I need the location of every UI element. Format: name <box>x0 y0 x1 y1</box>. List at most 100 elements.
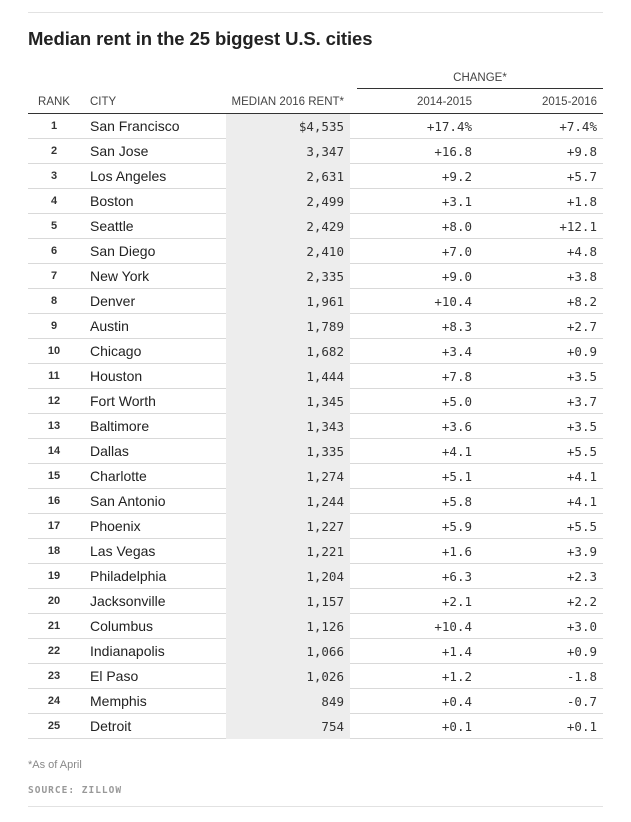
rank-cell: 23 <box>28 663 80 689</box>
rank-cell: 21 <box>28 613 80 639</box>
city-cell: San Antonio <box>80 488 226 514</box>
change-2015-2016-cell: +0.9 <box>478 638 603 664</box>
top-divider <box>28 12 603 13</box>
city-cell: Seattle <box>80 213 226 239</box>
table-row: 10 Chicago 1,682 +3.4 +0.9 <box>28 338 603 364</box>
source-credit: SOURCE: ZILLOW <box>28 785 123 796</box>
rank-cell: 18 <box>28 538 80 564</box>
change-2014-2015-cell: +2.1 <box>350 588 478 614</box>
median-rent-cell: 1,345 <box>226 388 350 414</box>
header-change-2015-2016: 2015-2016 <box>478 91 603 114</box>
table-row: 14 Dallas 1,335 +4.1 +5.5 <box>28 438 603 464</box>
median-rent-cell: 849 <box>226 688 350 714</box>
rank-cell: 20 <box>28 588 80 614</box>
table-row: 13 Baltimore 1,343 +3.6 +3.5 <box>28 413 603 439</box>
median-rent-cell: 1,343 <box>226 413 350 439</box>
median-rent-cell: 1,335 <box>226 438 350 464</box>
city-cell: Jacksonville <box>80 588 226 614</box>
city-cell: Detroit <box>80 713 226 739</box>
change-2015-2016-cell: +3.7 <box>478 388 603 414</box>
rank-cell: 5 <box>28 213 80 239</box>
table-row: 2 San Jose 3,347 +16.8 +9.8 <box>28 138 603 164</box>
change-2015-2016-cell: +8.2 <box>478 288 603 314</box>
median-rent-cell: 1,274 <box>226 463 350 489</box>
city-cell: Baltimore <box>80 413 226 439</box>
change-2014-2015-cell: +16.8 <box>350 138 478 164</box>
table-row: 1 San Francisco $4,535 +17.4% +7.4% <box>28 113 603 139</box>
footnote: *As of April <box>28 759 82 771</box>
change-2015-2016-cell: +2.7 <box>478 313 603 339</box>
median-rent-cell: 1,066 <box>226 638 350 664</box>
city-cell: San Diego <box>80 238 226 264</box>
change-2015-2016-cell: +5.7 <box>478 163 603 189</box>
median-rent-cell: 1,961 <box>226 288 350 314</box>
city-cell: San Francisco <box>80 113 226 139</box>
change-2015-2016-cell: +2.2 <box>478 588 603 614</box>
city-cell: Houston <box>80 363 226 389</box>
table-row: 17 Phoenix 1,227 +5.9 +5.5 <box>28 513 603 539</box>
change-2015-2016-cell: +3.8 <box>478 263 603 289</box>
change-2014-2015-cell: +1.4 <box>350 638 478 664</box>
median-rent-cell: 1,126 <box>226 613 350 639</box>
table-body: 1 San Francisco $4,535 +17.4% +7.4% 2 San Jose… <box>28 113 603 739</box>
change-2014-2015-cell: +3.6 <box>350 413 478 439</box>
table-header-row: RANK CITY MEDIAN 2016 RENT* 2014-2015 20… <box>28 91 603 114</box>
table-row: 12 Fort Worth 1,345 +5.0 +3.7 <box>28 388 603 414</box>
change-2014-2015-cell: +9.0 <box>350 263 478 289</box>
rank-cell: 24 <box>28 688 80 714</box>
change-2014-2015-cell: +1.6 <box>350 538 478 564</box>
median-rent-cell: 1,682 <box>226 338 350 364</box>
city-cell: Phoenix <box>80 513 226 539</box>
table-row: 19 Philadelphia 1,204 +6.3 +2.3 <box>28 563 603 589</box>
table-row: 4 Boston 2,499 +3.1 +1.8 <box>28 188 603 214</box>
change-2014-2015-cell: +5.9 <box>350 513 478 539</box>
change-2014-2015-cell: +17.4% <box>350 113 478 139</box>
city-cell: Memphis <box>80 688 226 714</box>
median-rent-cell: 1,244 <box>226 488 350 514</box>
change-2014-2015-cell: +1.2 <box>350 663 478 689</box>
city-cell: Las Vegas <box>80 538 226 564</box>
city-cell: Boston <box>80 188 226 214</box>
median-rent-cell: 2,429 <box>226 213 350 239</box>
change-2014-2015-cell: +3.1 <box>350 188 478 214</box>
header-median-rent: MEDIAN 2016 RENT* <box>226 91 350 114</box>
change-2015-2016-cell: +9.8 <box>478 138 603 164</box>
city-cell: Chicago <box>80 338 226 364</box>
median-rent-cell: 1,444 <box>226 363 350 389</box>
rank-cell: 14 <box>28 438 80 464</box>
change-2015-2016-cell: +2.3 <box>478 563 603 589</box>
rank-cell: 2 <box>28 138 80 164</box>
table-row: 8 Denver 1,961 +10.4 +8.2 <box>28 288 603 314</box>
change-2015-2016-cell: +5.5 <box>478 438 603 464</box>
change-2014-2015-cell: +10.4 <box>350 613 478 639</box>
city-cell: Philadelphia <box>80 563 226 589</box>
table-row: 3 Los Angeles 2,631 +9.2 +5.7 <box>28 163 603 189</box>
table-row: 25 Detroit 754 +0.1 +0.1 <box>28 713 603 739</box>
median-rent-cell: 3,347 <box>226 138 350 164</box>
change-2015-2016-cell: +5.5 <box>478 513 603 539</box>
chart-title: Median rent in the 25 biggest U.S. citie… <box>28 28 373 49</box>
change-2014-2015-cell: +5.0 <box>350 388 478 414</box>
table-row: 21 Columbus 1,126 +10.4 +3.0 <box>28 613 603 639</box>
rank-cell: 11 <box>28 363 80 389</box>
change-2015-2016-cell: +3.9 <box>478 538 603 564</box>
change-2015-2016-cell: +3.0 <box>478 613 603 639</box>
change-2014-2015-cell: +8.0 <box>350 213 478 239</box>
change-2014-2015-cell: +0.4 <box>350 688 478 714</box>
median-rent-cell: 1,026 <box>226 663 350 689</box>
change-2014-2015-cell: +9.2 <box>350 163 478 189</box>
change-2014-2015-cell: +10.4 <box>350 288 478 314</box>
change-2015-2016-cell: +3.5 <box>478 363 603 389</box>
change-2015-2016-cell: +4.8 <box>478 238 603 264</box>
median-rent-cell: $4,535 <box>226 113 350 139</box>
rank-cell: 1 <box>28 113 80 139</box>
change-2015-2016-cell: +4.1 <box>478 488 603 514</box>
change-2014-2015-cell: +0.1 <box>350 713 478 739</box>
change-2014-2015-cell: +8.3 <box>350 313 478 339</box>
city-cell: Columbus <box>80 613 226 639</box>
rank-cell: 10 <box>28 338 80 364</box>
rent-table: RANK CITY MEDIAN 2016 RENT* 2014-2015 20… <box>28 91 603 739</box>
rank-cell: 12 <box>28 388 80 414</box>
change-2014-2015-cell: +7.0 <box>350 238 478 264</box>
table-row: 6 San Diego 2,410 +7.0 +4.8 <box>28 238 603 264</box>
